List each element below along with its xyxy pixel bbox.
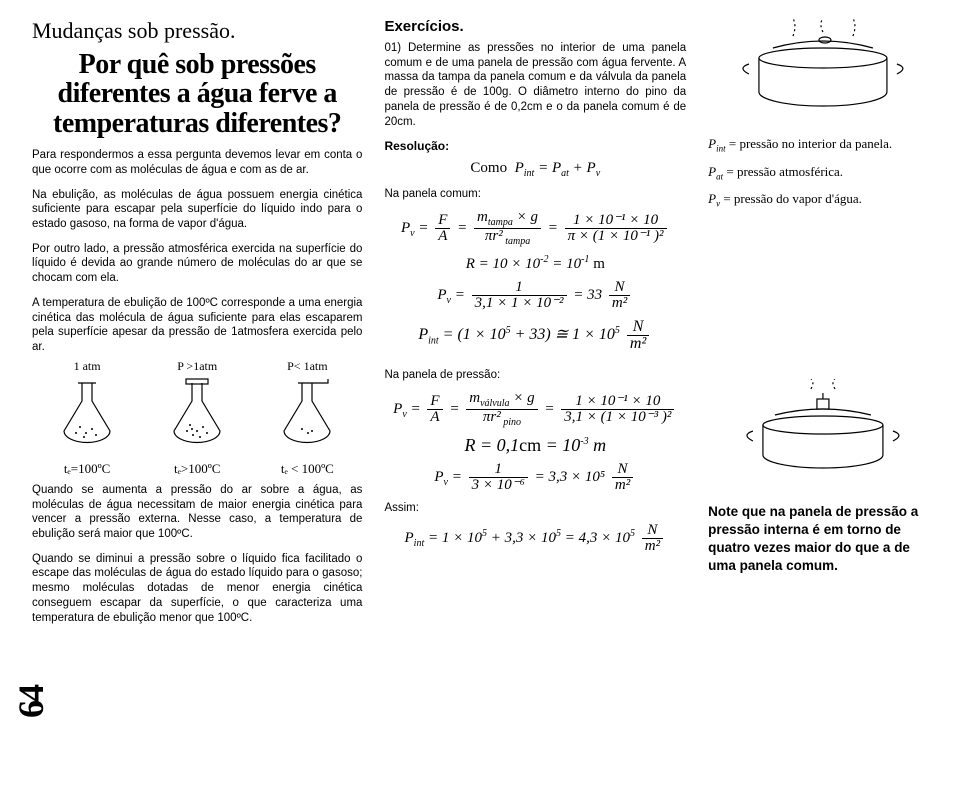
flask-2-icon <box>162 375 232 453</box>
eq-pint-sum: Como Pint = Pat + Pv <box>384 161 686 179</box>
flask-1-bot-label: tₑ=100ºC <box>33 461 142 477</box>
eq-pressao-pv2-den: 3 × 10⁻⁶ <box>469 478 528 493</box>
column-middle: Exercícios. 01) Determine as pressões no… <box>384 18 686 635</box>
eq-pressao-R: R = 0,1cm = 10-3 m <box>384 436 686 454</box>
note-panel: Note que na panela de pressão a pressão … <box>708 503 938 576</box>
exercise-1-text: 01) Determine as pressões no interior de… <box>384 41 686 129</box>
flask-1: 1 atm tₑ=100ºC <box>33 359 142 477</box>
page-number: 64 <box>10 686 52 718</box>
def-pat: Pat = pressão atmosférica. <box>708 164 938 182</box>
page-columns: Mudanças sob pressão. Por quê sob pressõ… <box>32 18 938 635</box>
paragraph-3: Por outro lado, a pressão atmosférica ex… <box>32 242 362 286</box>
paragraph-5: Quando se aumenta a pressão do ar sobre … <box>32 483 362 542</box>
flask-2: P >1atm tₑ>100ºC <box>143 359 252 477</box>
title-line-3: temperaturas diferentes? <box>53 108 341 139</box>
pot-drawing-pressure <box>708 379 938 489</box>
panela-pressao-label: Na panela de pressão: <box>384 368 686 383</box>
def-pat-text: = pressão atmosférica. <box>726 164 843 179</box>
flask-3-icon <box>272 375 342 453</box>
category-label: Mudanças sob pressão. <box>32 18 362 44</box>
paragraph-4: A temperatura de ebulição de 100ºC corre… <box>32 296 362 355</box>
eq-comum-pv2-rhs: 33 <box>587 287 602 303</box>
panela-comum-label: Na panela comum: <box>384 187 686 202</box>
eq-pressao-pint: Pint = 1 × 105 + 3,3 × 105 = 4,3 × 105 N… <box>384 523 686 554</box>
eq-comum-pv2-num: 1 <box>472 280 567 296</box>
eq-pressao-num: 1 × 10⁻¹ × 10 <box>561 394 674 410</box>
flask-3-bot-label: tₑ < 100ºC <box>253 461 362 477</box>
eq-comum-den: π × (1 × 10⁻¹ )² <box>565 229 667 244</box>
def-pv: Pv = pressão do vapor d'água. <box>708 191 938 209</box>
paragraph-1: Para respondermos a essa pergunta devemo… <box>32 148 362 177</box>
eq-pressao-pv2: Pv = 1 3 × 10⁻⁶ = 3,3 × 10⁵ Nm² <box>384 462 686 493</box>
eq-pressao-den: 3,1 × (1 × 10⁻³ )² <box>561 410 674 425</box>
eq-comum-num: 1 × 10⁻¹ × 10 <box>565 213 667 229</box>
def-pint-text: = pressão no interior da panela. <box>729 136 892 151</box>
como-label: Como <box>470 160 507 176</box>
eq-comum-R: R = 10 × 10-2 = 10-1 m <box>384 255 686 272</box>
pot-drawing-common <box>708 18 938 128</box>
eq-comum-pv2-den: 3,1 × 1 × 10⁻² <box>472 296 567 311</box>
headline-title: Por quê sob pressões diferentes a água f… <box>32 50 362 138</box>
eq-comum-pv1: Pv = FA = mtampa × g πr² tampa = 1 × 10⁻… <box>384 210 686 247</box>
eq-pressao-pv2-num: 1 <box>469 462 528 478</box>
def-pint: Pint = pressão no interior da panela. <box>708 136 938 154</box>
flask-2-bot-label: tₑ>100ºC <box>143 461 252 477</box>
flask-3: P< 1atm tₑ < 100ºC <box>253 359 362 477</box>
flask-1-icon <box>52 375 122 453</box>
paragraph-2: Na ebulição, as moléculas de água possue… <box>32 188 362 232</box>
title-line-1: Por quê sob pressões <box>79 49 316 80</box>
def-pv-text: = pressão do vapor d'água. <box>723 191 862 206</box>
flask-3-top-label: P< 1atm <box>253 359 362 373</box>
flask-2-top-label: P >1atm <box>143 359 252 373</box>
exercises-heading: Exercícios. <box>384 18 686 35</box>
assim-label: Assim: <box>384 501 686 516</box>
paragraph-6: Quando se diminui a pressão sobre o líqu… <box>32 552 362 626</box>
resolution-heading: Resolução: <box>384 139 686 153</box>
eq-pressao-pv2-rhs: 3,3 × 10⁵ <box>549 469 606 485</box>
column-left: Mudanças sob pressão. Por quê sob pressõ… <box>32 18 362 635</box>
eq-pressao-pv1: Pv = FA = mválvula × g πr² pino = 1 × 10… <box>384 391 686 428</box>
title-line-2: diferentes a água ferve a <box>58 78 337 109</box>
eq-comum-pint: Pint = (1 × 105 + 33) ≅ 1 × 105 Nm² <box>384 319 686 352</box>
flask-1-top-label: 1 atm <box>33 359 142 373</box>
eq-comum-pv2: Pv = 1 3,1 × 1 × 10⁻² = 33 Nm² <box>384 280 686 311</box>
column-right: Pint = pressão no interior da panela. Pa… <box>708 18 938 635</box>
flask-illustration: 1 atm tₑ=100ºC P >1atm <box>32 365 362 477</box>
